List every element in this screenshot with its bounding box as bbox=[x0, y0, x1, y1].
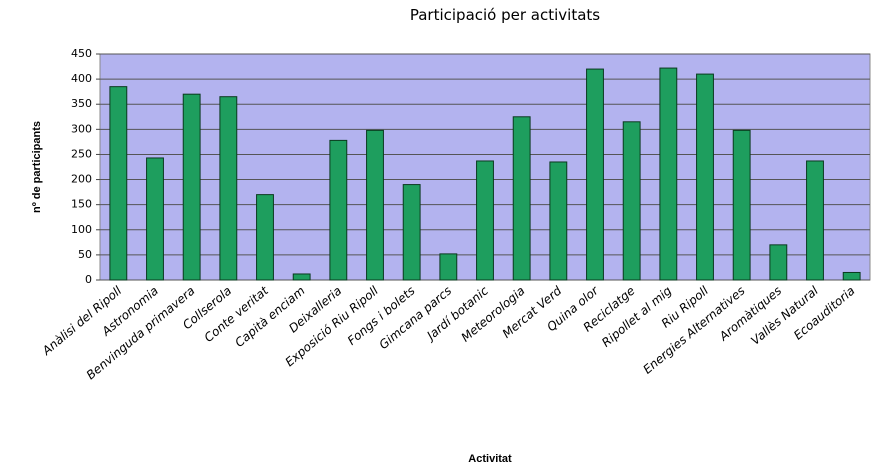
y-tick-label: 100 bbox=[71, 223, 92, 236]
y-tick-label: 0 bbox=[85, 273, 92, 286]
bar bbox=[109, 86, 128, 281]
bar bbox=[439, 253, 458, 281]
x-tick-label: Jardí botanic bbox=[423, 283, 491, 344]
y-tick-label: 150 bbox=[71, 198, 92, 211]
bar bbox=[402, 184, 421, 281]
bar bbox=[476, 160, 494, 281]
y-tick-label: 450 bbox=[71, 47, 92, 60]
bar bbox=[732, 129, 751, 281]
x-tick-label: Meteorologia bbox=[459, 284, 528, 345]
bar bbox=[549, 161, 568, 281]
chart-title: Participació per activitats bbox=[410, 6, 600, 24]
bar bbox=[696, 73, 714, 281]
bar bbox=[292, 273, 311, 281]
y-tick-label: 200 bbox=[71, 173, 92, 186]
bar bbox=[622, 121, 641, 281]
bar bbox=[182, 93, 201, 281]
y-tick-label: 50 bbox=[78, 248, 92, 261]
bar bbox=[366, 129, 384, 281]
y-tick-label: 300 bbox=[71, 122, 92, 135]
bar bbox=[659, 67, 678, 281]
y-axis-title: nº de participants bbox=[31, 121, 43, 213]
bar bbox=[512, 116, 531, 281]
bar bbox=[146, 157, 164, 281]
bar bbox=[586, 68, 604, 281]
x-axis-title: Activitat bbox=[468, 453, 512, 465]
y-tick-label: 350 bbox=[71, 97, 92, 110]
bar bbox=[329, 139, 348, 281]
y-tick-label: 250 bbox=[71, 147, 92, 160]
bar bbox=[769, 244, 788, 281]
bar bbox=[256, 194, 274, 281]
bar bbox=[219, 96, 238, 281]
y-tick-label: 400 bbox=[71, 72, 92, 85]
bar bbox=[842, 271, 861, 281]
bar bbox=[806, 160, 824, 281]
